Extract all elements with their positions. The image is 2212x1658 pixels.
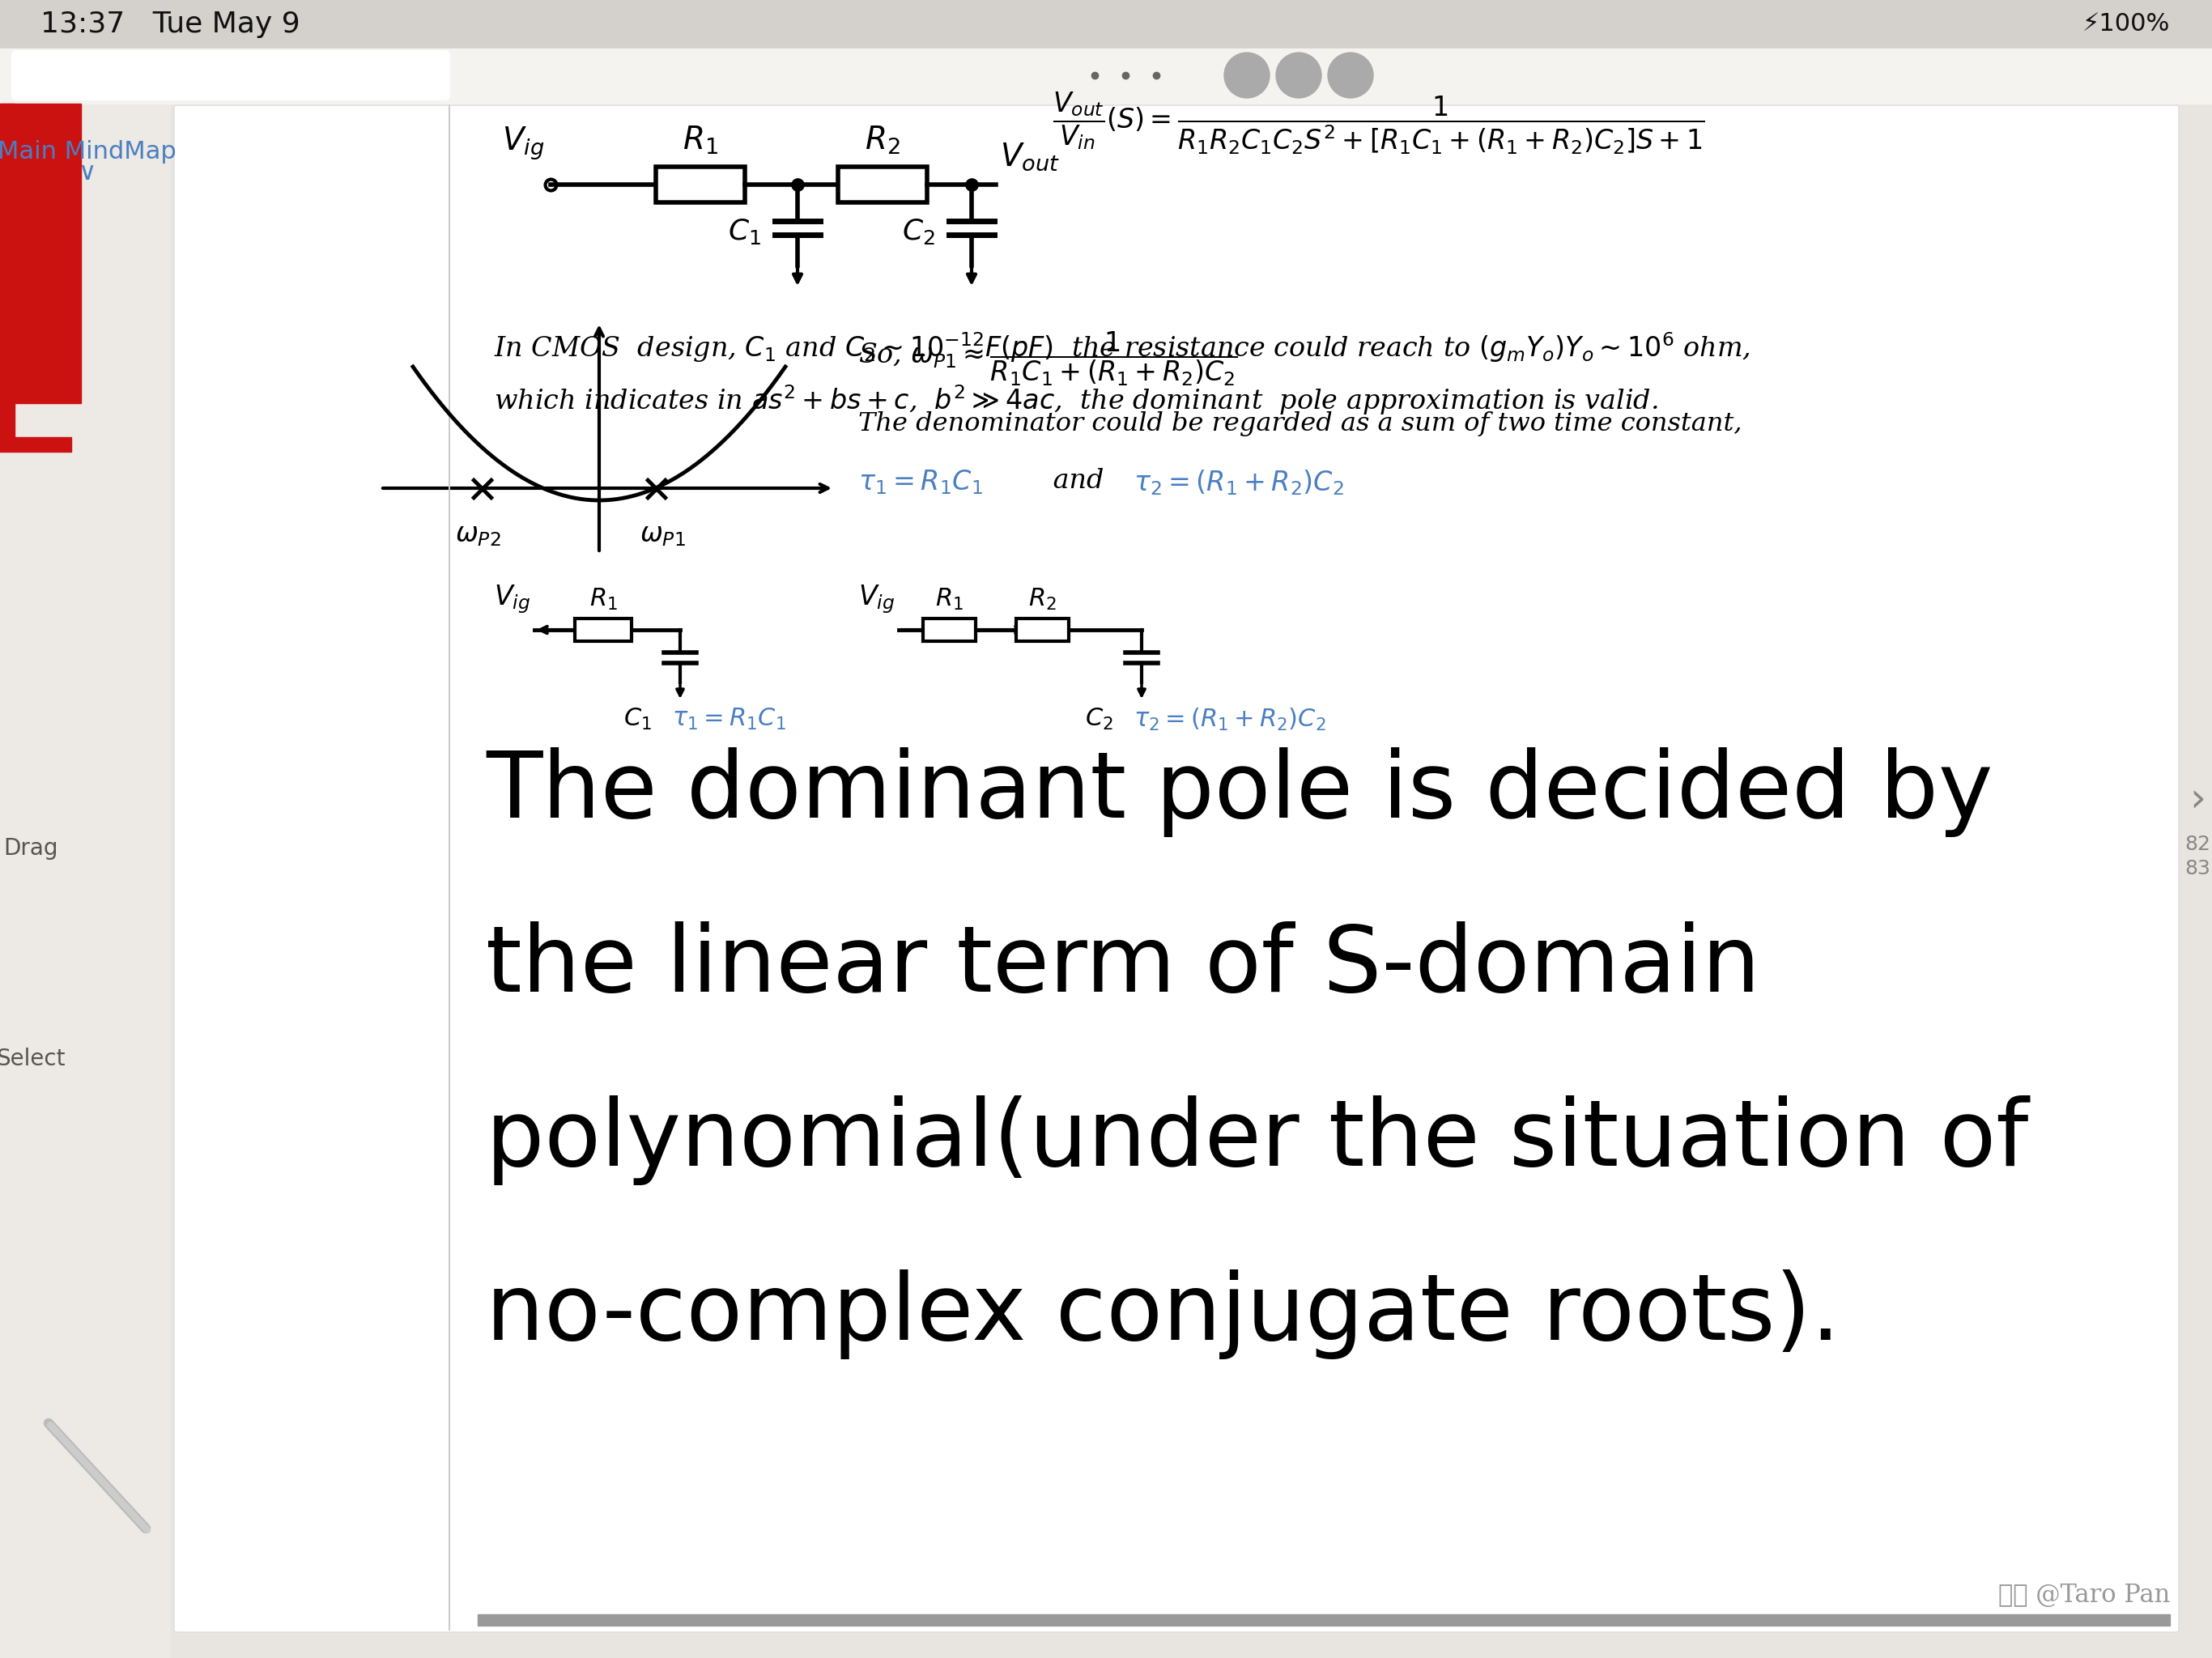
Bar bbox=[838, 167, 927, 202]
Text: So, $\omega_{P1} \approx \dfrac{1}{R_1C_1+(R_1+R_2)C_2}$: So, $\omega_{P1} \approx \dfrac{1}{R_1C_… bbox=[858, 330, 1237, 388]
Text: Drag: Drag bbox=[4, 837, 58, 861]
Text: $\omega_{P2}$: $\omega_{P2}$ bbox=[456, 522, 500, 549]
Text: ∨: ∨ bbox=[77, 161, 95, 184]
Text: $\tau_1=R_1C_1$: $\tau_1=R_1C_1$ bbox=[858, 468, 982, 496]
Text: $C_2$: $C_2$ bbox=[902, 217, 936, 245]
Text: $R_1$: $R_1$ bbox=[684, 124, 719, 156]
Text: 82
83: 82 83 bbox=[2185, 834, 2210, 879]
Text: 13:37   Tue May 9: 13:37 Tue May 9 bbox=[40, 10, 301, 38]
Text: the linear term of S-domain: the linear term of S-domain bbox=[487, 922, 1761, 1011]
Bar bbox=[0, 48, 2212, 103]
Text: $\tau_1=R_1C_1$: $\tau_1=R_1C_1$ bbox=[672, 706, 785, 731]
Text: $V_{out}$: $V_{out}$ bbox=[1000, 141, 1060, 172]
Bar bbox=[922, 618, 975, 642]
Text: no-complex conjugate roots).: no-complex conjugate roots). bbox=[487, 1270, 1840, 1360]
Text: $V_{ig}$: $V_{ig}$ bbox=[493, 584, 531, 615]
Text: $\dfrac{V_{out}}{V_{in}}(S) = \dfrac{1}{R_1R_2C_1C_2S^2+[R_1C_1+(R_1+R_2)C_2]S+1: $\dfrac{V_{out}}{V_{in}}(S) = \dfrac{1}{… bbox=[1053, 90, 1705, 156]
Bar bbox=[655, 167, 745, 202]
Bar bbox=[15, 438, 71, 451]
Text: 知乎 @Taro Pan: 知乎 @Taro Pan bbox=[1997, 1583, 2170, 1608]
Text: $C_1$: $C_1$ bbox=[624, 706, 653, 731]
Bar bbox=[0, 103, 15, 451]
Bar bbox=[575, 618, 633, 642]
Text: Main MindMap: Main MindMap bbox=[0, 141, 177, 164]
Bar bbox=[0, 103, 82, 403]
Text: polynomial(under the situation of: polynomial(under the situation of bbox=[487, 1096, 2028, 1185]
Text: $C_2$: $C_2$ bbox=[1086, 706, 1113, 731]
Bar bbox=[1015, 618, 1068, 642]
Text: The dominant pole is decided by: The dominant pole is decided by bbox=[487, 748, 1993, 837]
Text: $R_2$: $R_2$ bbox=[865, 124, 900, 156]
Text: $\tau_2=(R_1+R_2)C_2$: $\tau_2=(R_1+R_2)C_2$ bbox=[1133, 468, 1345, 497]
Text: and: and bbox=[1044, 468, 1113, 494]
Circle shape bbox=[1223, 53, 1270, 98]
Text: $V_{ig}$: $V_{ig}$ bbox=[858, 584, 896, 615]
Bar bbox=[478, 1615, 2170, 1625]
Text: ›: › bbox=[2190, 781, 2205, 819]
Text: Select: Select bbox=[0, 1048, 66, 1071]
Text: $R_2$: $R_2$ bbox=[1029, 587, 1055, 612]
Text: $C_1$: $C_1$ bbox=[728, 217, 761, 245]
Text: $\tau_2=(R_1+R_2)C_2$: $\tau_2=(R_1+R_2)C_2$ bbox=[1133, 706, 1325, 733]
Text: $V_{ig}$: $V_{ig}$ bbox=[502, 124, 544, 162]
FancyBboxPatch shape bbox=[11, 50, 451, 101]
Text: $\omega_{P1}$: $\omega_{P1}$ bbox=[639, 522, 686, 549]
Circle shape bbox=[1276, 53, 1321, 98]
Text: $R_1$: $R_1$ bbox=[588, 587, 617, 612]
Text: which indicates in $as^2+bs+c$,  $b^2 \gg 4ac$,  the dominant  pole approximatio: which indicates in $as^2+bs+c$, $b^2 \gg… bbox=[493, 383, 1659, 416]
Text: $R_1$: $R_1$ bbox=[936, 587, 962, 612]
Text: The denominator could be regarded as a sum of two time constant,: The denominator could be regarded as a s… bbox=[858, 411, 1743, 436]
Bar bbox=[0, 103, 170, 1658]
Text: ⚡100%: ⚡100% bbox=[2081, 13, 2170, 36]
Bar bbox=[0, 0, 2212, 48]
Circle shape bbox=[1327, 53, 1374, 98]
Text: In CMOS  design, $C_1$ and $C_2 \sim 10^{-12}F(pF)$  the resistance could reach : In CMOS design, $C_1$ and $C_2 \sim 10^{… bbox=[493, 330, 1750, 365]
FancyBboxPatch shape bbox=[175, 104, 2179, 1631]
